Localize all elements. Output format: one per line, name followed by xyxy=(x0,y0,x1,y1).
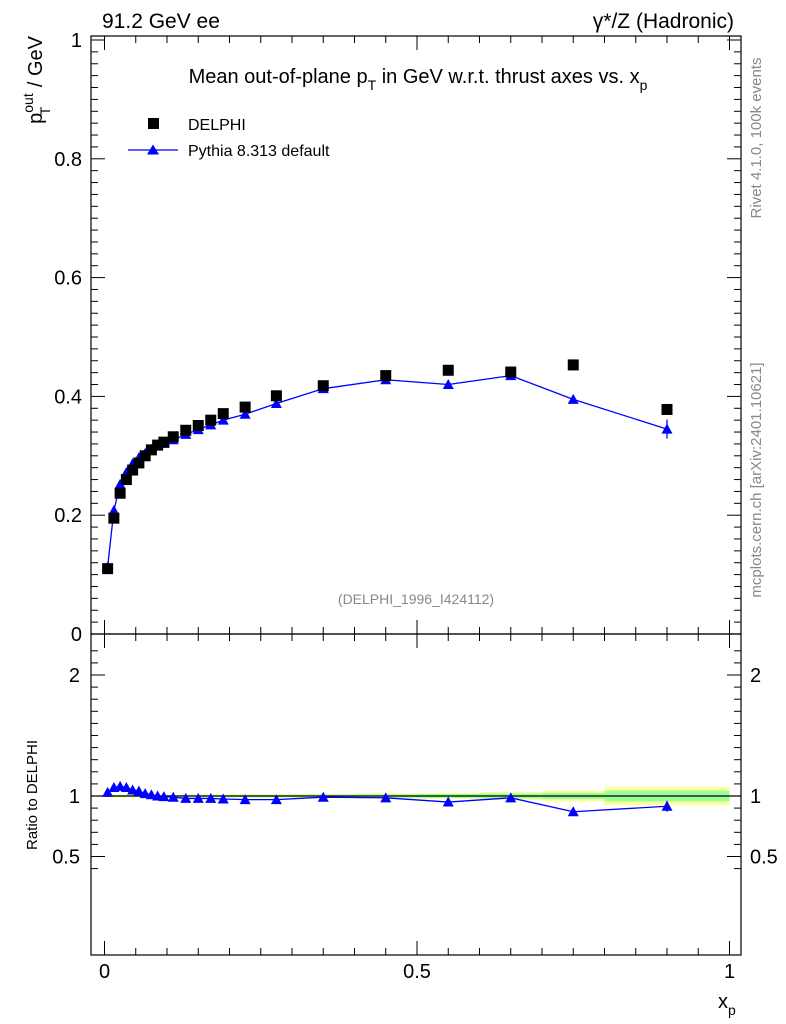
ratio-point xyxy=(133,785,145,796)
legend-label-delphi: DELPHI xyxy=(188,117,246,134)
ratio-y-tick-label-right: 2 xyxy=(750,665,761,687)
main-axis-ticks xyxy=(91,36,741,635)
ratio-point xyxy=(158,791,170,802)
pythia-point xyxy=(270,398,282,409)
ratio-y-tick-label-left: 0.5 xyxy=(52,847,80,869)
pythia-point xyxy=(108,504,120,515)
main-panel: 0 0.2 0.4 0.6 0.8 1 Mean out-of-plane pT in G… xyxy=(20,30,742,646)
delphi-point xyxy=(505,366,517,378)
delphi-point xyxy=(139,450,151,462)
pythia-point xyxy=(114,478,126,489)
main-y-tick-label: 0.4 xyxy=(54,386,82,408)
x-tick-label: 0 xyxy=(99,961,110,983)
delphi-point xyxy=(567,359,579,371)
delphi-point xyxy=(192,420,204,432)
ratio-y-tick-label-left: 1 xyxy=(69,786,80,808)
ratio-point xyxy=(317,791,329,802)
ratio-point xyxy=(239,794,251,805)
main-y-tick-labels: 0 0.2 0.4 0.6 0.8 1 xyxy=(54,30,82,646)
ratio-point xyxy=(127,784,139,795)
delphi-point xyxy=(114,487,126,499)
legend-label-pythia: Pythia 8.313 default xyxy=(188,143,330,160)
delphi-point xyxy=(158,436,170,448)
analysis-watermark: (DELPHI_1996_I424112) xyxy=(338,591,494,607)
legend-marker-pythia xyxy=(147,144,159,155)
pythia-point xyxy=(239,408,251,419)
ratio-y-tick-label-right: 1 xyxy=(750,786,761,808)
pythia-point xyxy=(442,379,454,390)
main-y-axis-label: poutT / GeV xyxy=(20,35,53,124)
delphi-point xyxy=(380,370,392,382)
main-y-tick-label: 0.6 xyxy=(54,268,82,290)
delphi-point xyxy=(145,444,157,456)
delphi-point xyxy=(270,390,282,402)
ratio-axis-ticks xyxy=(91,634,741,955)
rivet-label: Rivet 4.1.0, 100k events xyxy=(748,58,765,219)
process-label: γ*/Z (Hadronic) xyxy=(593,10,734,33)
ratio-point xyxy=(270,794,282,805)
ratio-point xyxy=(205,792,217,803)
pythia-point xyxy=(661,423,673,434)
delphi-point xyxy=(205,414,217,426)
delphi-point xyxy=(317,380,329,392)
legend-marker-delphi xyxy=(148,118,159,129)
delphi-point xyxy=(133,457,145,469)
ratio-y-axis-label: Ratio to DELPHI xyxy=(24,740,41,850)
delphi-point xyxy=(120,474,132,486)
ratio-frame xyxy=(90,633,742,956)
ratio-y-tick-label-right: 0.5 xyxy=(750,847,778,869)
main-y-tick-label: 0.2 xyxy=(54,505,82,527)
pythia-point xyxy=(567,393,579,404)
delphi-point xyxy=(127,464,139,476)
delphi-point xyxy=(239,401,251,413)
ratio-point xyxy=(139,788,151,799)
ratio-point xyxy=(567,806,579,817)
delphi-point xyxy=(217,408,229,420)
ratio-point xyxy=(120,782,132,793)
ratio-y-tick-labels: 0.5 0.5 1 1 2 2 xyxy=(52,665,778,869)
energy-label: 91.2 GeV ee xyxy=(102,10,220,33)
ratio-y-tick-label-left: 2 xyxy=(69,665,80,687)
x-tick-labels: 0 0.5 1 xyxy=(99,961,735,983)
chart-title: Mean out-of-plane pT in GeV w.r.t. thrus… xyxy=(189,66,648,93)
ratio-point xyxy=(217,793,229,804)
x-tick-label: 1 xyxy=(724,961,735,983)
ratio-panel: 0.5 0.5 1 1 2 2 Ratio to DELPHI xyxy=(24,633,778,956)
ratio-point xyxy=(114,780,126,791)
ratio-point xyxy=(102,786,114,797)
ratio-point xyxy=(145,789,157,800)
delphi-point xyxy=(152,439,164,451)
pythia-line xyxy=(106,374,668,567)
main-y-tick-label: 1 xyxy=(71,30,82,52)
x-axis-label: xp xyxy=(718,991,736,1018)
ratio-point xyxy=(192,792,204,803)
mcplots-label: mcplots.cern.ch [arXiv:2401.10621] xyxy=(748,362,765,597)
main-y-tick-label: 0 xyxy=(71,624,82,646)
ratio-point xyxy=(167,791,179,802)
delphi-point xyxy=(442,364,454,376)
ratio-data-layer xyxy=(102,780,673,817)
delphi-point xyxy=(167,431,179,443)
legend: DELPHI Pythia 8.313 default xyxy=(128,117,330,160)
ratio-point xyxy=(661,800,673,811)
pythia-point xyxy=(217,414,229,425)
ratio-point xyxy=(180,792,192,803)
ratio-point xyxy=(442,796,454,807)
main-y-tick-label: 0.8 xyxy=(54,149,82,171)
main-data-layer xyxy=(102,359,673,575)
delphi-point xyxy=(661,403,673,415)
delphi-point xyxy=(108,512,120,524)
ratio-point xyxy=(505,792,517,803)
delphi-point xyxy=(102,563,114,575)
ratio-point xyxy=(380,792,392,803)
x-tick-label: 0.5 xyxy=(403,961,431,983)
delphi-point xyxy=(180,424,192,436)
